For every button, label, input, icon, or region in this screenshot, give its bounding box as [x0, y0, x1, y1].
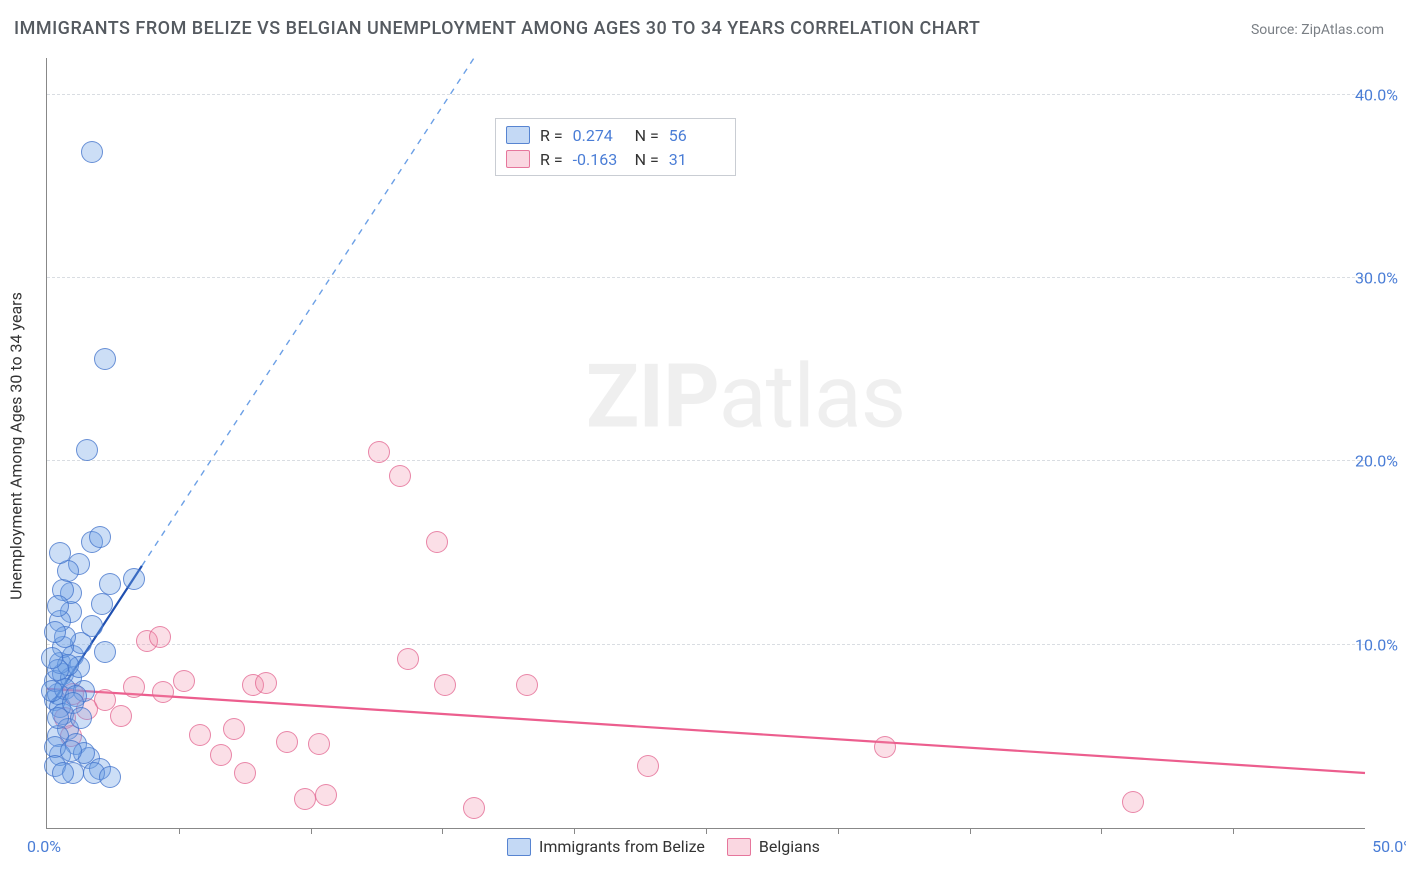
chart-title: IMMIGRANTS FROM BELIZE VS BELGIAN UNEMPL…	[14, 18, 980, 39]
x-tick-label-max: 50.0%	[1372, 837, 1406, 856]
swatch-blue-icon-2	[507, 838, 531, 856]
data-point	[308, 733, 330, 755]
data-point	[426, 531, 448, 553]
data-point	[89, 526, 111, 548]
data-point	[149, 626, 171, 648]
data-point	[152, 681, 174, 703]
data-point	[94, 641, 116, 663]
x-tick-label-min: 0.0%	[27, 837, 61, 856]
legend-item-pink: Belgians	[727, 837, 820, 856]
source-label: Source: ZipAtlas.com	[1251, 22, 1384, 38]
watermark-bold: ZIP	[586, 345, 719, 448]
data-point	[91, 593, 113, 615]
legend-stats-row-blue: R = 0.274 N = 56	[506, 123, 721, 147]
r-label-2: R =	[540, 150, 563, 169]
data-point	[94, 348, 116, 370]
gridline-h	[47, 460, 1365, 461]
x-tick-mark	[1101, 828, 1102, 834]
data-point	[516, 674, 538, 696]
legend-item-blue: Immigrants from Belize	[507, 837, 705, 856]
data-point	[315, 784, 337, 806]
data-point	[123, 568, 145, 590]
x-tick-mark	[311, 828, 312, 834]
data-point	[234, 762, 256, 784]
data-point	[52, 762, 74, 784]
data-point	[368, 441, 390, 463]
watermark: ZIPatlas	[586, 345, 905, 448]
data-point	[389, 465, 411, 487]
data-point	[99, 766, 121, 788]
data-point	[434, 674, 456, 696]
gridline-h	[47, 644, 1365, 645]
r-label: R =	[540, 126, 563, 145]
x-tick-mark	[1233, 828, 1234, 834]
legend-stats-box: R = 0.274 N = 56 R = -0.163 N = 31	[495, 118, 736, 176]
y-tick-label: 10.0%	[1355, 635, 1406, 654]
n-value-pink: 31	[669, 150, 721, 169]
legend-stats-row-pink: R = -0.163 N = 31	[506, 147, 721, 171]
gridline-h	[47, 277, 1365, 278]
legend-label-pink: Belgians	[759, 837, 820, 856]
legend-label-blue: Immigrants from Belize	[539, 837, 705, 856]
data-point	[99, 573, 121, 595]
data-point	[294, 788, 316, 810]
swatch-blue-icon	[506, 126, 530, 144]
chart-container: IMMIGRANTS FROM BELIZE VS BELGIAN UNEMPL…	[0, 0, 1406, 892]
data-point	[47, 595, 69, 617]
data-point	[41, 680, 63, 702]
legend-series: Immigrants from Belize Belgians	[507, 837, 820, 856]
data-point	[189, 724, 211, 746]
y-tick-label: 40.0%	[1355, 85, 1406, 104]
data-point	[60, 740, 82, 762]
data-point	[81, 141, 103, 163]
x-tick-mark	[706, 828, 707, 834]
data-point	[397, 648, 419, 670]
y-tick-label: 30.0%	[1355, 269, 1406, 288]
data-point	[463, 797, 485, 819]
x-tick-mark	[574, 828, 575, 834]
data-point	[637, 755, 659, 777]
x-tick-mark	[179, 828, 180, 834]
data-point	[76, 439, 98, 461]
gridline-h	[47, 94, 1365, 95]
data-point	[110, 705, 132, 727]
data-point	[1122, 791, 1144, 813]
data-point	[276, 731, 298, 753]
swatch-pink-icon	[506, 150, 530, 168]
x-tick-mark	[838, 828, 839, 834]
plot-area: ZIPatlas R = 0.274 N = 56 R = -0.163 N =…	[46, 58, 1365, 829]
r-value-blue: 0.274	[573, 126, 625, 145]
data-point	[49, 542, 71, 564]
data-point	[223, 718, 245, 740]
x-tick-mark	[970, 828, 971, 834]
data-point	[81, 615, 103, 637]
y-axis-title: Unemployment Among Ages 30 to 34 years	[7, 292, 26, 600]
n-label: N =	[635, 126, 659, 145]
swatch-pink-icon-2	[727, 838, 751, 856]
x-tick-mark	[442, 828, 443, 834]
n-value-blue: 56	[669, 126, 721, 145]
data-point	[173, 670, 195, 692]
y-tick-label: 20.0%	[1355, 452, 1406, 471]
data-point	[123, 676, 145, 698]
data-point	[70, 707, 92, 729]
data-point	[874, 736, 896, 758]
r-value-pink: -0.163	[573, 150, 625, 169]
data-point	[41, 647, 63, 669]
n-label-2: N =	[635, 150, 659, 169]
data-point	[255, 672, 277, 694]
data-point	[44, 621, 66, 643]
data-point	[210, 744, 232, 766]
trend-line	[142, 58, 474, 566]
watermark-rest: atlas	[719, 345, 905, 448]
